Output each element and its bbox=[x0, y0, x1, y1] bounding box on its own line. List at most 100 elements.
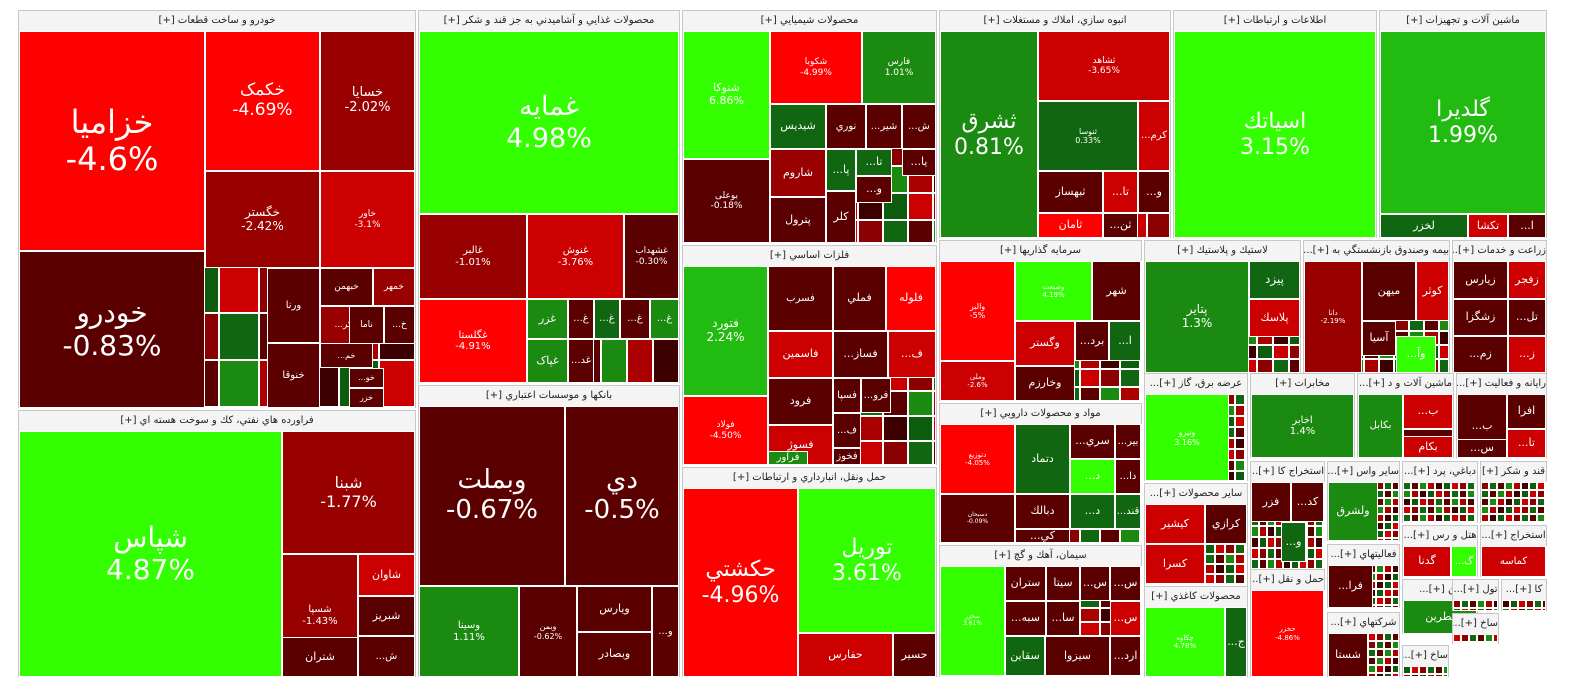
stock-tile[interactable]: حفارس bbox=[798, 633, 893, 677]
sector-box[interactable]: تول [+]... bbox=[1452, 579, 1499, 611]
sector-box[interactable]: ساير محصولات [+]... کیشیر كرازي کسرا bbox=[1144, 483, 1248, 586]
stock-tile[interactable]: ...تل bbox=[1508, 299, 1546, 336]
stock-tile[interactable]: والبر -5% bbox=[940, 261, 1015, 361]
stock-tile[interactable]: فرود bbox=[768, 378, 833, 425]
stock-tile[interactable]: لخزر bbox=[1380, 214, 1468, 238]
stock-tile[interactable]: حکشتي -4.96% bbox=[683, 488, 798, 677]
stock-tile[interactable]: شاوان bbox=[358, 554, 415, 596]
sector-title[interactable]: كا [+]... bbox=[1502, 580, 1546, 601]
sector-box[interactable]: محصولات كاغذي [+] چکاوه 4.78% ...ج bbox=[1144, 586, 1248, 677]
stock-tile[interactable]: ...کرم bbox=[1138, 101, 1170, 171]
stock-tile[interactable]: کسرا bbox=[1145, 544, 1205, 584]
stock-tile[interactable]: بكام bbox=[1403, 436, 1453, 458]
sector-title[interactable]: اطلاعات و ارتباطات [+] bbox=[1174, 11, 1376, 32]
stock-tile[interactable]: ...س bbox=[1110, 601, 1141, 636]
stock-tile[interactable]: میهن bbox=[1362, 261, 1416, 321]
sector-box[interactable]: مخابرات [+] اخابر 1.4% bbox=[1250, 373, 1355, 458]
stock-tile[interactable]: ناما bbox=[349, 306, 384, 344]
stock-tile[interactable]: شاروم bbox=[770, 149, 826, 197]
stock-tile[interactable]: ...غد bbox=[568, 339, 594, 383]
sector-title[interactable]: قند و شكر [+] bbox=[1481, 462, 1546, 483]
stock-tile[interactable]: زيارس bbox=[1453, 261, 1508, 299]
stock-tile[interactable]: ونيرو 3.16% bbox=[1145, 394, 1229, 481]
sector-box[interactable]: دباغي، پرد [+]... bbox=[1402, 461, 1478, 524]
sector-title[interactable]: محصولات غذايي و آشاميدني به جز قند و شكر… bbox=[419, 11, 679, 32]
sector-title[interactable]: سيمان، آهك و گچ [+] bbox=[940, 546, 1141, 567]
stock-tile[interactable]: گدنا bbox=[1403, 546, 1451, 577]
stock-tile[interactable]: شتران bbox=[282, 637, 358, 677]
sector-title[interactable]: خودرو و ساخت قطعات [+] bbox=[19, 11, 415, 32]
sector-box[interactable]: بانكها و موسسات اعتباري [+] وبملت -0.67% دي… bbox=[418, 385, 680, 677]
stock-tile[interactable]: ...ش bbox=[358, 636, 415, 677]
stock-tile[interactable]: غپاک bbox=[527, 339, 568, 383]
stock-tile[interactable]: ...د bbox=[1070, 459, 1115, 494]
stock-tile[interactable]: ...ف bbox=[833, 413, 861, 448]
stock-tile[interactable]: اخابر 1.4% bbox=[1251, 394, 1354, 458]
stock-tile[interactable]: ...فساز bbox=[833, 331, 888, 378]
sector-box[interactable]: محصولات غذايي و آشاميدني به جز قند و شكر… bbox=[418, 10, 680, 383]
stock-tile[interactable]: فاسمین bbox=[768, 331, 833, 378]
stock-tile[interactable]: ...غ bbox=[568, 299, 594, 339]
sector-title[interactable]: بانكها و موسسات اعتباري [+] bbox=[419, 386, 679, 407]
stock-tile[interactable]: حسير bbox=[893, 633, 936, 677]
stock-tile[interactable]: کوثر bbox=[1416, 261, 1449, 321]
sector-title[interactable]: لاستيك و پلاستيك [+] bbox=[1145, 241, 1300, 262]
stock-tile[interactable]: پترول bbox=[770, 197, 826, 243]
stock-tile[interactable]: ...ثن bbox=[1103, 213, 1138, 238]
stock-tile[interactable]: خمهر bbox=[373, 268, 415, 306]
sector-title[interactable]: حمل و نقل [+]... bbox=[1251, 570, 1324, 591]
stock-tile[interactable]: شبنا -1.77% bbox=[282, 431, 415, 554]
stock-tile[interactable]: افرا bbox=[1507, 394, 1546, 429]
sector-box[interactable]: سيمان، آهك و گچ [+] سخزر 3.61% ستران سیتا...… bbox=[939, 545, 1142, 677]
stock-tile[interactable]: دتماد bbox=[1015, 424, 1070, 494]
stock-tile[interactable]: ثبهساز bbox=[1038, 171, 1103, 213]
sector-title[interactable]: مواد و محصولات دارويي [+] bbox=[940, 404, 1141, 425]
stock-tile[interactable]: بوعلی -0.18% bbox=[683, 159, 770, 243]
stock-tile[interactable]: توريل 3.61% bbox=[798, 488, 936, 633]
stock-tile[interactable]: تکشا bbox=[1468, 214, 1508, 238]
stock-tile[interactable]: سیزوا bbox=[1045, 636, 1110, 676]
stock-tile[interactable]: ...خم bbox=[320, 343, 373, 368]
stock-tile[interactable]: ...فرا bbox=[1328, 565, 1373, 608]
sector-box[interactable]: محصولات شيميايي [+] شتوکا 6.86% شکوبا -4.99%… bbox=[682, 10, 937, 243]
sector-title[interactable]: زراعت و خدمات [+]... bbox=[1453, 241, 1546, 262]
sector-box[interactable]: عرضه برق، گاز [+]... ونيرو 3.16% bbox=[1144, 373, 1248, 481]
stock-tile[interactable]: فسرب bbox=[768, 266, 833, 331]
stock-tile[interactable]: ...ف bbox=[888, 331, 936, 378]
stock-tile[interactable]: دانا -2.19% bbox=[1304, 261, 1362, 373]
stock-tile[interactable]: ...قند bbox=[1115, 494, 1141, 529]
sector-title[interactable]: فعاليتهاي [+]... bbox=[1328, 545, 1399, 566]
stock-tile[interactable]: فخوز bbox=[833, 448, 861, 465]
sector-box[interactable]: استخراج [+]... کماسه bbox=[1480, 525, 1547, 577]
sector-box[interactable]: ماشين آلات و تجهيزات [+] گلديرا 1.99% لخزر ت… bbox=[1379, 10, 1547, 238]
sector-title[interactable]: رايانه و فعاليت [+]... bbox=[1457, 374, 1546, 395]
stock-tile[interactable]: فلوله bbox=[886, 266, 936, 331]
stock-tile[interactable]: ثشاهد -3.65% bbox=[1038, 31, 1170, 101]
stock-tile[interactable]: ...خ bbox=[384, 306, 415, 344]
stock-tile[interactable]: ...ش bbox=[902, 104, 936, 149]
sector-box[interactable]: ساير واس [+]... ولشرق bbox=[1327, 461, 1400, 541]
stock-tile[interactable]: ...برد bbox=[1075, 321, 1109, 361]
stock-tile[interactable]: ...فرو bbox=[861, 378, 891, 413]
stock-tile[interactable]: شهر bbox=[1092, 261, 1141, 321]
sector-box[interactable]: ساخ [+]... bbox=[1402, 645, 1449, 677]
sector-box[interactable]: بيمه وصندوق بازنشستگي به [+]... دانا -2.19… bbox=[1303, 240, 1450, 373]
sector-box[interactable]: حمل ونقل، انبارداري و ارتباطات [+] حکشتي -… bbox=[682, 467, 937, 677]
stock-tile[interactable]: ...پا bbox=[826, 149, 856, 191]
stock-tile[interactable]: بكابل bbox=[1358, 394, 1403, 458]
stock-tile[interactable]: ...خو bbox=[349, 368, 384, 388]
stock-tile[interactable]: پیزد bbox=[1249, 261, 1300, 299]
stock-tile[interactable]: خگستر -2.42% bbox=[205, 171, 320, 268]
sector-title[interactable]: محصولات شيميايي [+] bbox=[683, 11, 936, 32]
stock-tile[interactable]: ...شیر bbox=[866, 104, 902, 149]
stock-tile[interactable]: آسيا bbox=[1362, 321, 1396, 356]
stock-tile[interactable]: ...وآ bbox=[1396, 336, 1436, 373]
stock-tile[interactable]: ...و bbox=[1281, 522, 1306, 562]
stock-tile[interactable]: ثشرق 0.81% bbox=[940, 31, 1038, 238]
stock-tile[interactable]: پتاير 1.3% bbox=[1145, 261, 1249, 373]
stock-tile[interactable]: ...زم bbox=[1453, 336, 1508, 373]
stock-tile[interactable]: خزر bbox=[349, 388, 384, 408]
stock-tile[interactable]: پلاسك bbox=[1249, 299, 1300, 337]
stock-tile[interactable]: ...گ bbox=[1451, 546, 1477, 577]
